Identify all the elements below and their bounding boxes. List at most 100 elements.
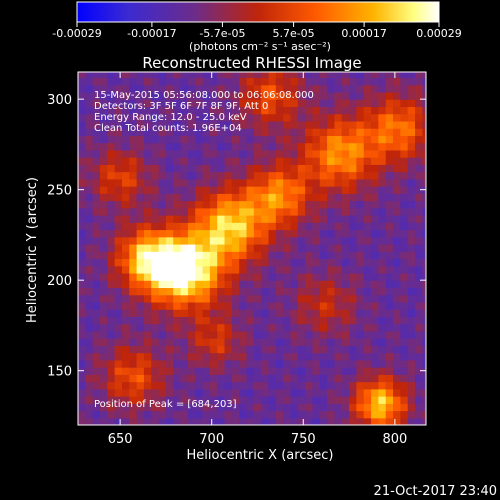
heatmap-cell (129, 84, 138, 93)
x-axis-label: Heliocentric X (arcsec) (187, 448, 334, 463)
heatmap-cell (319, 215, 328, 223)
heatmap-cell (136, 367, 145, 375)
heatmap-cell (283, 338, 292, 346)
heatmap-cell (422, 280, 426, 289)
heatmap-cell (187, 106, 196, 115)
heatmap-cell (407, 381, 416, 390)
heatmap-cell (173, 323, 182, 332)
heatmap-cell (268, 309, 277, 317)
heatmap-cell (217, 200, 226, 209)
heatmap-cell (136, 359, 145, 368)
heatmap-cell (180, 178, 189, 187)
heatmap-cell (349, 77, 357, 86)
heatmap-cell (99, 229, 108, 238)
heatmap-cell (158, 301, 167, 310)
heatmap-cell (283, 301, 292, 310)
heatmap-cell (173, 91, 182, 100)
heatmap-cell (283, 200, 292, 209)
heatmap-cell (180, 222, 189, 231)
heatmap-cell (85, 222, 94, 231)
heatmap-cell (341, 142, 350, 151)
heatmap-cell (165, 72, 174, 79)
heatmap-cell (231, 396, 240, 404)
heatmap-cell (114, 301, 123, 310)
heatmap-cell (283, 396, 292, 404)
heatmap-cell (239, 243, 248, 252)
heatmap-cell (114, 338, 123, 346)
heatmap-cell (312, 84, 321, 93)
heatmap-cell (268, 294, 277, 303)
heatmap-cell (371, 410, 379, 419)
heatmap-cell (341, 72, 350, 79)
heatmap-cell (378, 352, 387, 361)
heatmap-cell (385, 381, 394, 390)
heatmap-cell (363, 301, 372, 310)
heatmap-cell (246, 128, 255, 136)
heatmap-cell (275, 287, 284, 296)
heatmap-cell (341, 157, 350, 165)
heatmap-cell (356, 186, 365, 194)
heatmap-cell (85, 178, 94, 187)
heatmap-cell (187, 251, 196, 260)
peak-position-label: Position of Peak = [684,203] (94, 399, 237, 410)
heatmap-cell (99, 272, 108, 281)
heatmap-cell (107, 186, 116, 194)
heatmap-cell (385, 396, 394, 404)
heatmap-cell (129, 99, 138, 107)
heatmap-cell (312, 316, 321, 325)
heatmap-cell (253, 222, 262, 231)
heatmap-cell (349, 265, 357, 274)
heatmap-cell (107, 243, 116, 252)
heatmap-cell (180, 359, 189, 368)
heatmap-cell (136, 352, 145, 361)
heatmap-cell (283, 135, 292, 144)
heatmap-cell (385, 215, 394, 223)
heatmap-cell (363, 243, 372, 252)
heatmap-cell (231, 128, 240, 136)
heatmap-cell (143, 265, 152, 274)
heatmap-cell (246, 84, 255, 93)
heatmap-cell (78, 345, 86, 354)
heatmap-cell (415, 222, 423, 231)
heatmap-cell (224, 149, 233, 158)
heatmap-cell (143, 251, 152, 260)
heatmap-cell (283, 367, 292, 375)
heatmap-cell (136, 236, 145, 245)
heatmap-cell (195, 396, 204, 404)
heatmap-cell (253, 316, 262, 325)
heatmap-cell (129, 236, 138, 245)
heatmap-cell (319, 128, 328, 136)
heatmap-cell (290, 113, 299, 122)
heatmap-cell (371, 135, 379, 144)
heatmap-cell (92, 215, 101, 223)
heatmap-cell (158, 99, 167, 107)
heatmap-cell (393, 367, 401, 375)
heatmap-cell (422, 352, 426, 361)
heatmap-cell (143, 301, 152, 310)
heatmap-cell (231, 77, 240, 86)
heatmap-cell (195, 388, 204, 397)
heatmap-cell (121, 251, 130, 260)
heatmap-cell (239, 193, 248, 202)
heatmap-cell (151, 396, 160, 404)
heatmap-cell (400, 72, 409, 79)
heatmap-cell (151, 91, 160, 100)
heatmap-cell (319, 338, 328, 346)
heatmap-cell (202, 309, 211, 317)
heatmap-cell (136, 396, 145, 404)
heatmap-cell (224, 287, 233, 296)
heatmap-cell (180, 113, 189, 122)
heatmap-cell (327, 84, 336, 93)
heatmap-cell (136, 381, 145, 390)
heatmap-cell (231, 280, 240, 289)
heatmap-cell (275, 258, 284, 267)
heatmap-cell (385, 193, 394, 202)
heatmap-cell (180, 72, 189, 79)
heatmap-cell (202, 330, 211, 339)
heatmap-cell (363, 251, 372, 260)
heatmap-cell (99, 309, 108, 317)
heatmap-cell (378, 99, 387, 107)
heatmap-cell (231, 200, 240, 209)
heatmap-cell (393, 164, 401, 173)
heatmap-cell (393, 135, 401, 144)
